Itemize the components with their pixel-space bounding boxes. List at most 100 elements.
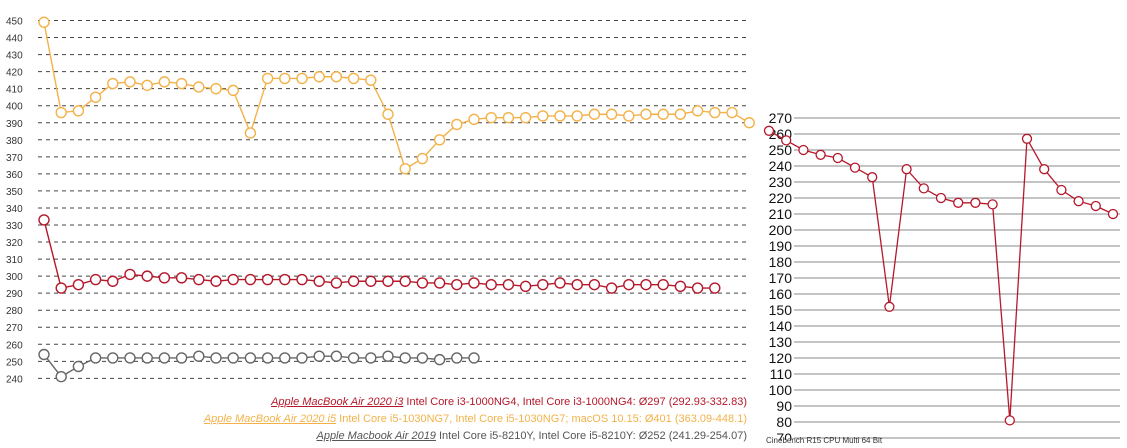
data-point xyxy=(832,152,843,164)
data-point xyxy=(279,352,291,364)
data-point xyxy=(571,110,583,122)
data-point xyxy=(1021,133,1033,144)
y-tick-label: 410 xyxy=(6,85,23,96)
y-tick-label: 90 xyxy=(776,398,792,414)
y-tick-label: 440 xyxy=(6,34,23,45)
data-point xyxy=(554,277,566,289)
data-point xyxy=(89,273,102,286)
data-point xyxy=(227,84,239,97)
data-point xyxy=(210,352,222,364)
y-tick-label: 260 xyxy=(6,340,23,351)
y-tick-label: 290 xyxy=(6,289,23,300)
y-tick-label: 450 xyxy=(6,17,23,28)
data-point xyxy=(605,282,618,294)
data-point xyxy=(1107,208,1119,220)
data-point xyxy=(588,278,601,291)
y-tick-label: 180 xyxy=(769,254,793,270)
data-point xyxy=(709,282,721,294)
data-point xyxy=(55,106,67,119)
y-tick-label: 240 xyxy=(769,158,793,174)
y-tick-label: 110 xyxy=(770,366,793,382)
data-point xyxy=(55,282,67,294)
data-point xyxy=(210,275,222,287)
data-point xyxy=(798,144,809,156)
main-line-chart: 240 250 260 270 280 290 300 310 320 330 340 350 360 3… xyxy=(6,17,755,385)
data-point xyxy=(158,352,171,364)
data-point xyxy=(399,352,411,364)
data-point xyxy=(38,214,50,226)
legend-link-i3[interactable]: Apple MacBook Air 2020 i3 xyxy=(271,396,404,408)
y-tick-label: 370 xyxy=(6,153,23,164)
y-tick-label: 240 xyxy=(6,374,23,385)
data-point xyxy=(227,352,239,364)
y-tick-label: 270 xyxy=(769,110,793,126)
data-point xyxy=(571,278,583,291)
data-point xyxy=(399,163,411,175)
cinebench-line-chart: 7080901001101201301401501601701801902002… xyxy=(763,110,1120,440)
legend-link-2019[interactable]: Apple Macbook Air 2019 xyxy=(316,430,436,442)
data-point xyxy=(416,152,429,165)
data-point xyxy=(416,277,429,289)
data-point xyxy=(605,108,618,120)
data-point xyxy=(781,135,792,146)
y-tick-label: 430 xyxy=(6,51,23,62)
data-point xyxy=(433,134,446,146)
data-point xyxy=(674,108,687,120)
legend-detail-i3: Intel Core i3-1000NG4, Intel Core i3-100… xyxy=(403,396,747,408)
data-point xyxy=(296,352,308,364)
data-point xyxy=(347,352,360,364)
y-tick-label: 300 xyxy=(6,272,23,283)
data-point xyxy=(313,275,325,287)
data-point xyxy=(588,108,601,120)
data-point xyxy=(330,277,343,289)
y-tick-label: 250 xyxy=(769,142,793,158)
data-point xyxy=(124,352,136,364)
data-point xyxy=(261,273,274,286)
data-point xyxy=(674,280,687,293)
data-point xyxy=(244,352,257,364)
legend-link-i5[interactable]: Apple MacBook Air 2020 i5 xyxy=(203,413,337,425)
data-point xyxy=(365,352,377,364)
data-point xyxy=(107,77,119,90)
y-tick-label: 270 xyxy=(6,323,23,334)
data-point xyxy=(849,162,861,173)
data-point xyxy=(1090,200,1101,212)
data-point xyxy=(970,197,981,208)
data-point xyxy=(141,352,153,364)
data-point xyxy=(261,72,274,85)
data-point xyxy=(433,277,446,289)
data-point xyxy=(935,192,947,204)
y-tick-label: 400 xyxy=(6,102,23,113)
data-point xyxy=(468,277,480,289)
legend-detail-2019: Intel Core i5-8210Y, Intel Core i5-8210Y… xyxy=(435,430,747,442)
y-tick-label: 320 xyxy=(6,238,23,249)
data-point xyxy=(261,352,274,364)
data-point xyxy=(72,360,85,373)
data-point xyxy=(691,282,704,294)
data-point xyxy=(537,110,549,122)
data-point xyxy=(141,270,153,282)
data-point xyxy=(468,113,480,126)
legend-entry-i3: Apple MacBook Air 2020 i3 Intel Core i3-… xyxy=(271,396,747,408)
data-point xyxy=(815,149,826,160)
series-line xyxy=(768,130,1114,421)
series-line xyxy=(43,219,715,289)
data-point xyxy=(382,108,394,120)
data-point xyxy=(107,275,119,287)
y-tick-label: 340 xyxy=(6,204,23,215)
legend-entry-i5: Apple MacBook Air 2020 i5 Intel Core i5-… xyxy=(204,413,747,425)
data-point xyxy=(901,164,912,175)
data-point xyxy=(987,199,998,210)
data-point xyxy=(296,72,308,85)
data-point xyxy=(399,275,411,287)
y-tick-label: 280 xyxy=(6,306,23,317)
data-point xyxy=(89,91,102,103)
data-point xyxy=(124,76,136,88)
data-point xyxy=(330,350,343,362)
data-point xyxy=(1056,184,1067,196)
data-point xyxy=(158,272,171,284)
data-point xyxy=(193,81,205,93)
data-point xyxy=(1039,164,1050,175)
y-tick-label: 80 xyxy=(776,414,792,430)
data-point xyxy=(365,275,377,287)
